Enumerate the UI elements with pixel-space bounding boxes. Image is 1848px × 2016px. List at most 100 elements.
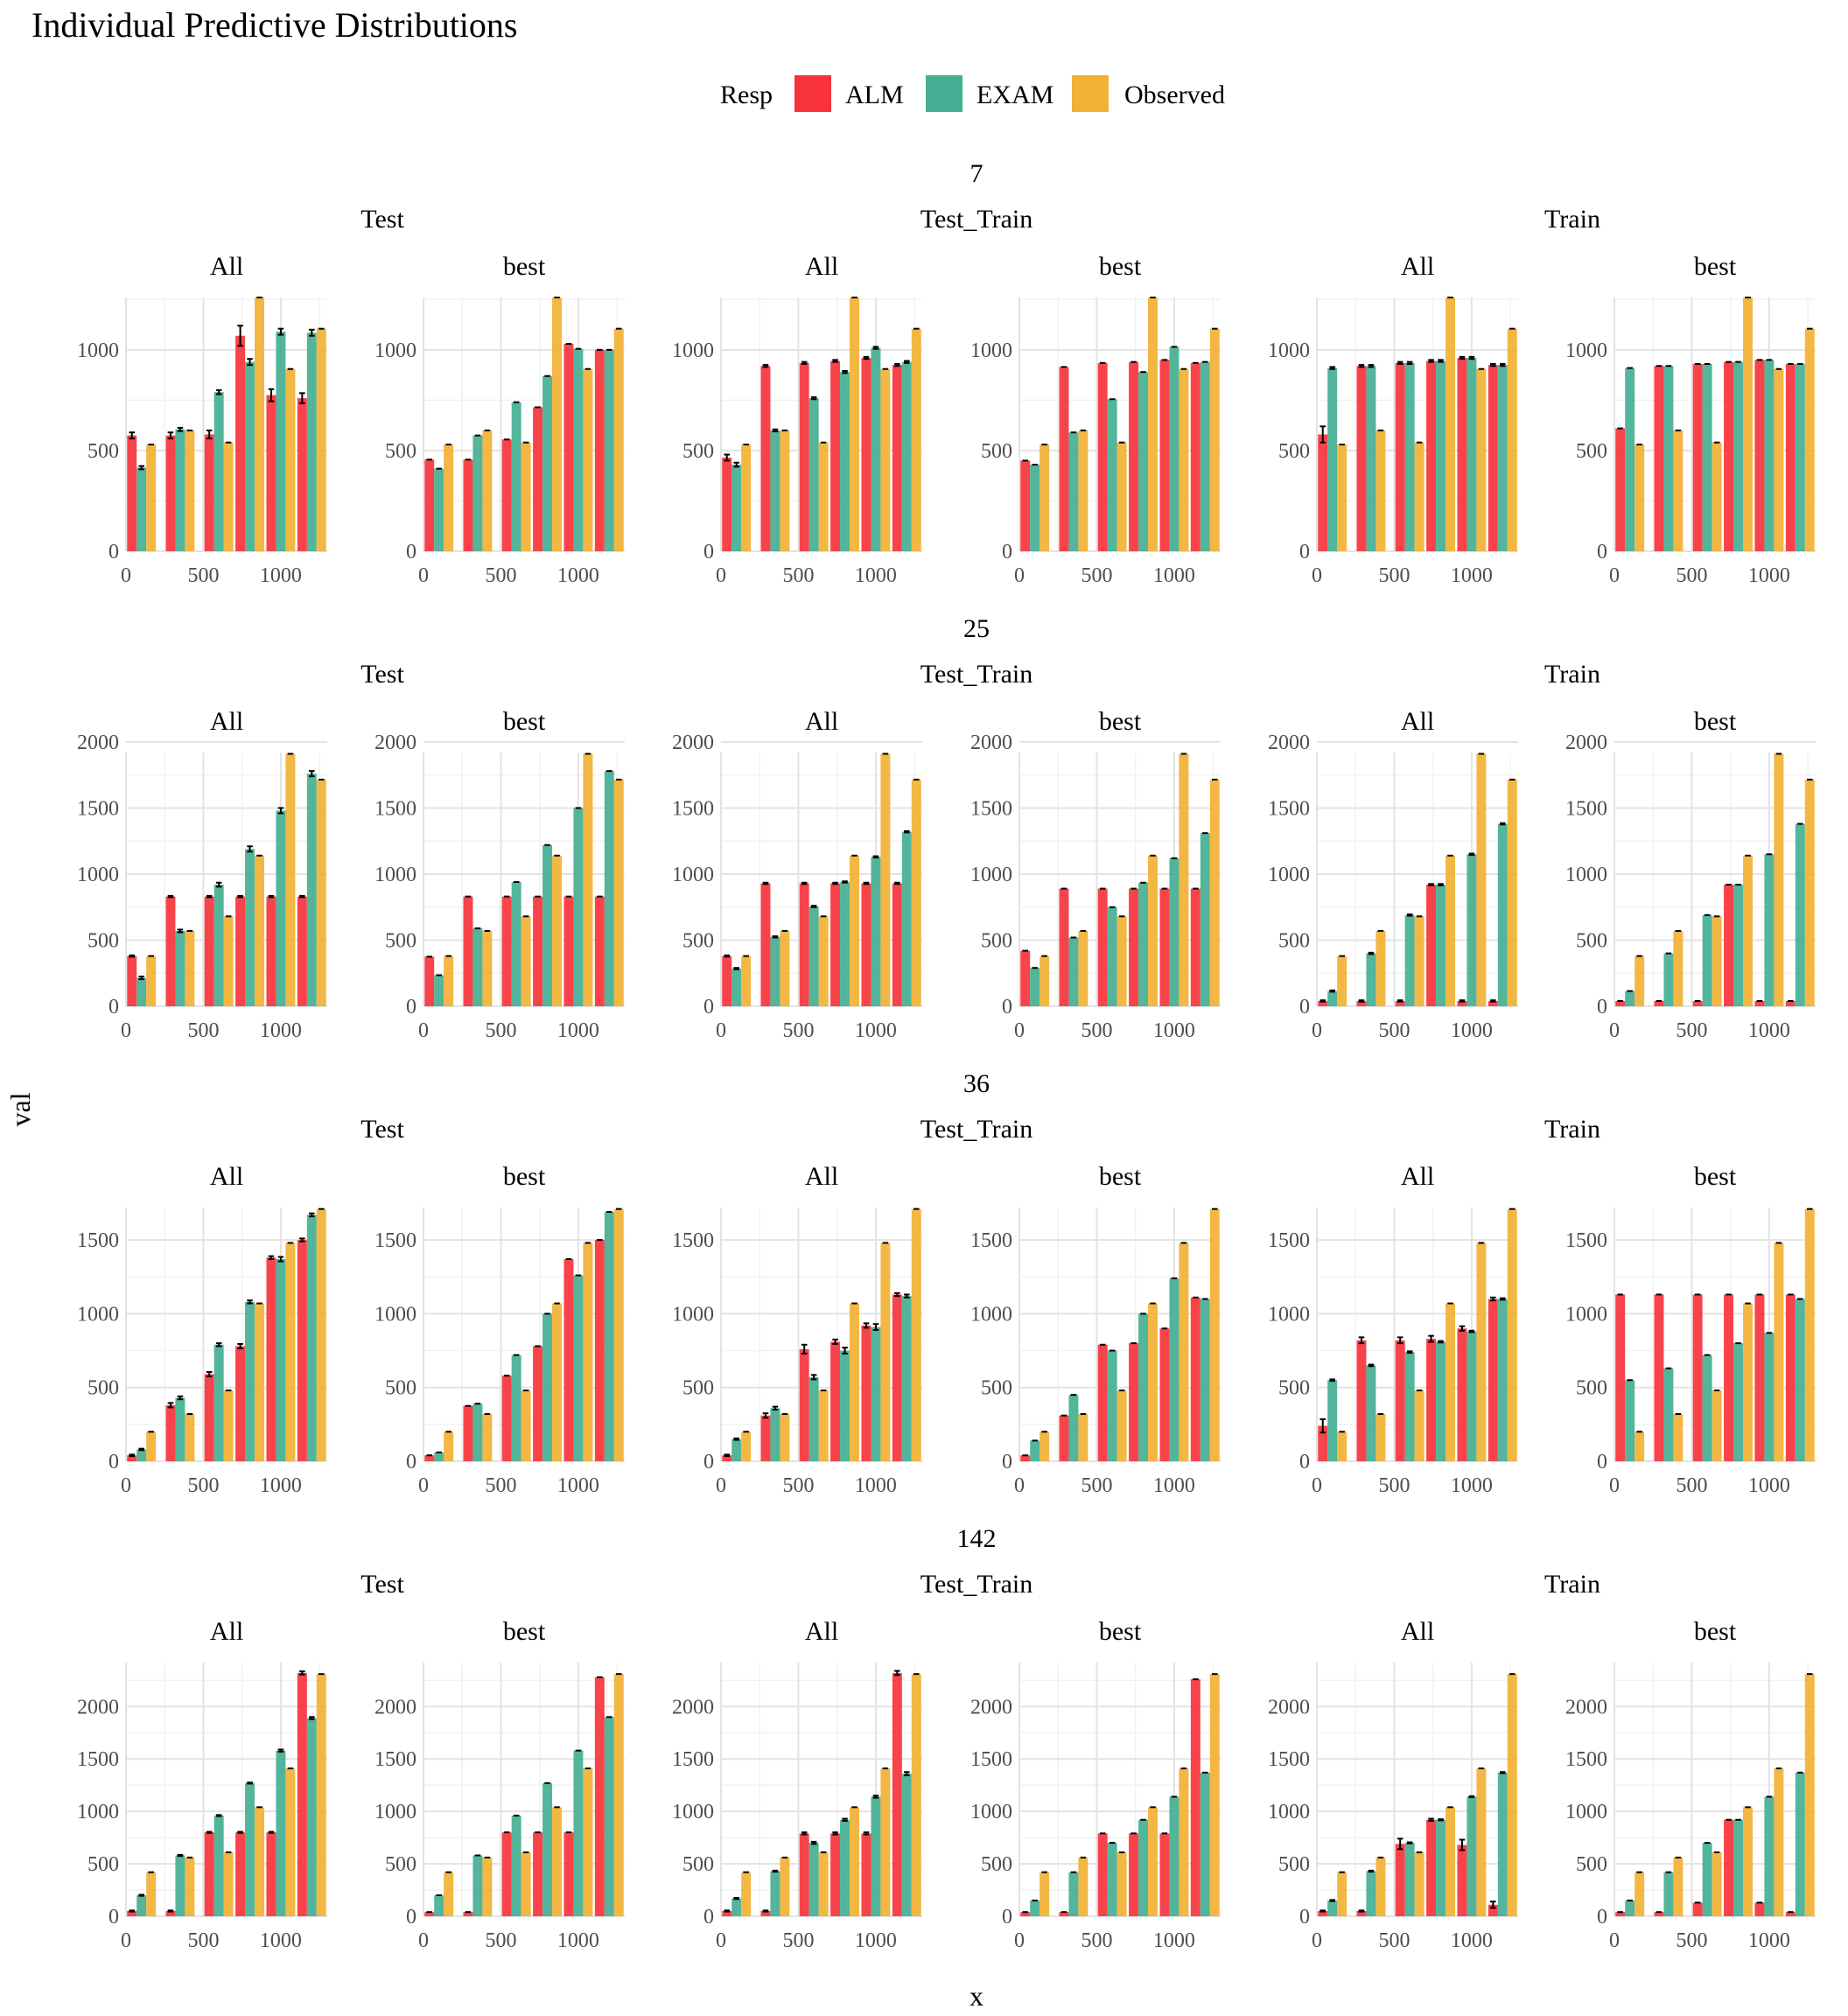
bar-alm — [799, 1348, 809, 1461]
bar-exam — [840, 1819, 850, 1916]
bar-observed — [146, 1872, 157, 1916]
bar-alm — [892, 365, 902, 551]
bar-alm — [204, 434, 214, 551]
bar-observed — [1414, 442, 1424, 551]
bar-exam — [808, 1843, 819, 1916]
chart-title: Individual Predictive Distributions — [32, 5, 518, 45]
legend-swatch-exam — [926, 75, 962, 112]
y-tick-label: 1000 — [374, 1801, 416, 1824]
fit-strip-label: All — [210, 1617, 243, 1646]
bar-alm — [1129, 888, 1139, 1006]
y-tick-label: 2000 — [1565, 1696, 1607, 1718]
bar-exam — [1030, 1900, 1040, 1916]
bar-alm — [235, 1346, 246, 1461]
bar-observed — [255, 298, 264, 551]
bar-observed — [1774, 1242, 1784, 1461]
row-strip-label: 36 — [963, 1069, 990, 1098]
bar-exam — [1107, 1843, 1117, 1916]
bar-alm — [266, 896, 276, 1006]
x-tick-label: 500 — [1378, 564, 1410, 587]
bar-exam — [1466, 1796, 1477, 1916]
bar-observed — [1476, 368, 1487, 551]
bar-observed — [1804, 328, 1815, 551]
facet-panel: All 0 500 1000 1500 2000 0 500 1000 — [77, 707, 327, 1042]
group-strip-label: Test_Train — [920, 205, 1032, 234]
bar-alm — [297, 896, 307, 1006]
bar-observed — [1476, 753, 1487, 1006]
bar-observed — [1774, 1768, 1784, 1916]
facet-panel: best 0 500 1000 1500 2000 0 500 1000 — [1565, 1617, 1816, 1952]
bar-observed — [1148, 298, 1158, 551]
bar-exam — [1466, 1331, 1477, 1461]
y-tick-label: 500 — [981, 440, 1012, 463]
group-strip-label: Test_Train — [920, 660, 1032, 689]
legend: Resp ALM EXAM Observed — [720, 75, 1225, 112]
bar-alm — [799, 362, 809, 551]
x-tick-label: 500 — [187, 564, 219, 587]
x-tick-label: 500 — [1378, 1474, 1410, 1497]
y-tick-label: 500 — [682, 929, 714, 952]
y-tick-label: 1000 — [1268, 1801, 1310, 1824]
y-tick-label: 1000 — [1268, 864, 1310, 886]
bar-alm — [297, 398, 307, 551]
bar-alm — [297, 1672, 307, 1916]
bar-observed — [552, 855, 562, 1006]
bar-observed — [146, 956, 157, 1006]
bar-observed — [583, 753, 593, 1006]
bar-exam — [1404, 914, 1415, 1006]
y-tick-label: 1000 — [1268, 340, 1310, 362]
bar-observed — [1507, 328, 1517, 551]
y-tick-label: 1000 — [1565, 340, 1607, 362]
bar-observed — [316, 779, 326, 1006]
y-tick-label: 0 — [704, 996, 714, 1018]
x-tick-label: 1000 — [260, 1019, 302, 1042]
facet-panel: All 0 500 1000 1500 2000 0 500 1000 — [672, 1617, 922, 1952]
y-tick-label: 1500 — [672, 1748, 714, 1771]
bar-observed — [1507, 779, 1517, 1006]
y-tick-label: 1000 — [970, 864, 1012, 886]
bar-exam — [1138, 372, 1149, 551]
y-tick-label: 500 — [1576, 1377, 1607, 1400]
bar-alm — [1020, 460, 1031, 551]
bar-observed — [185, 930, 195, 1006]
fit-strip-label: best — [1099, 1617, 1142, 1646]
x-tick-label: 500 — [1081, 1929, 1112, 1952]
x-tick-label: 0 — [1609, 1474, 1620, 1497]
fit-strip-label: best — [1694, 252, 1737, 281]
bar-observed — [1376, 430, 1386, 551]
bar-exam — [1795, 1772, 1805, 1916]
x-tick-label: 1000 — [1153, 564, 1195, 587]
bar-exam — [136, 977, 147, 1006]
bar-exam — [1366, 366, 1376, 551]
y-tick-label: 0 — [704, 1451, 714, 1474]
y-tick-label: 0 — [704, 1906, 714, 1928]
bar-exam — [175, 930, 186, 1006]
bar-alm — [722, 457, 732, 551]
bar-alm — [1724, 885, 1734, 1006]
bar-observed — [1148, 855, 1158, 1006]
bar-exam — [214, 885, 224, 1006]
bar-alm — [266, 1832, 276, 1916]
bar-exam — [472, 1855, 483, 1916]
bar-observed — [1179, 368, 1189, 551]
bar-exam — [1169, 346, 1180, 551]
bar-alm — [1059, 1912, 1069, 1916]
bar-alm — [1190, 362, 1200, 551]
bar-exam — [214, 392, 224, 551]
bar-exam — [542, 844, 553, 1006]
x-tick-label: 0 — [121, 1019, 131, 1042]
bar-alm — [594, 349, 605, 551]
y-tick-label: 500 — [682, 440, 714, 463]
bar-exam — [901, 361, 912, 551]
bar-exam — [1200, 361, 1210, 551]
bar-exam — [1497, 365, 1508, 551]
y-tick-label: 1000 — [374, 340, 416, 362]
bar-exam — [808, 398, 819, 551]
y-tick-label: 1000 — [970, 1303, 1012, 1326]
bar-alm — [830, 883, 841, 1006]
bar-observed — [223, 1852, 234, 1916]
y-tick-label: 500 — [1576, 440, 1607, 463]
bar-alm — [1129, 1833, 1139, 1916]
